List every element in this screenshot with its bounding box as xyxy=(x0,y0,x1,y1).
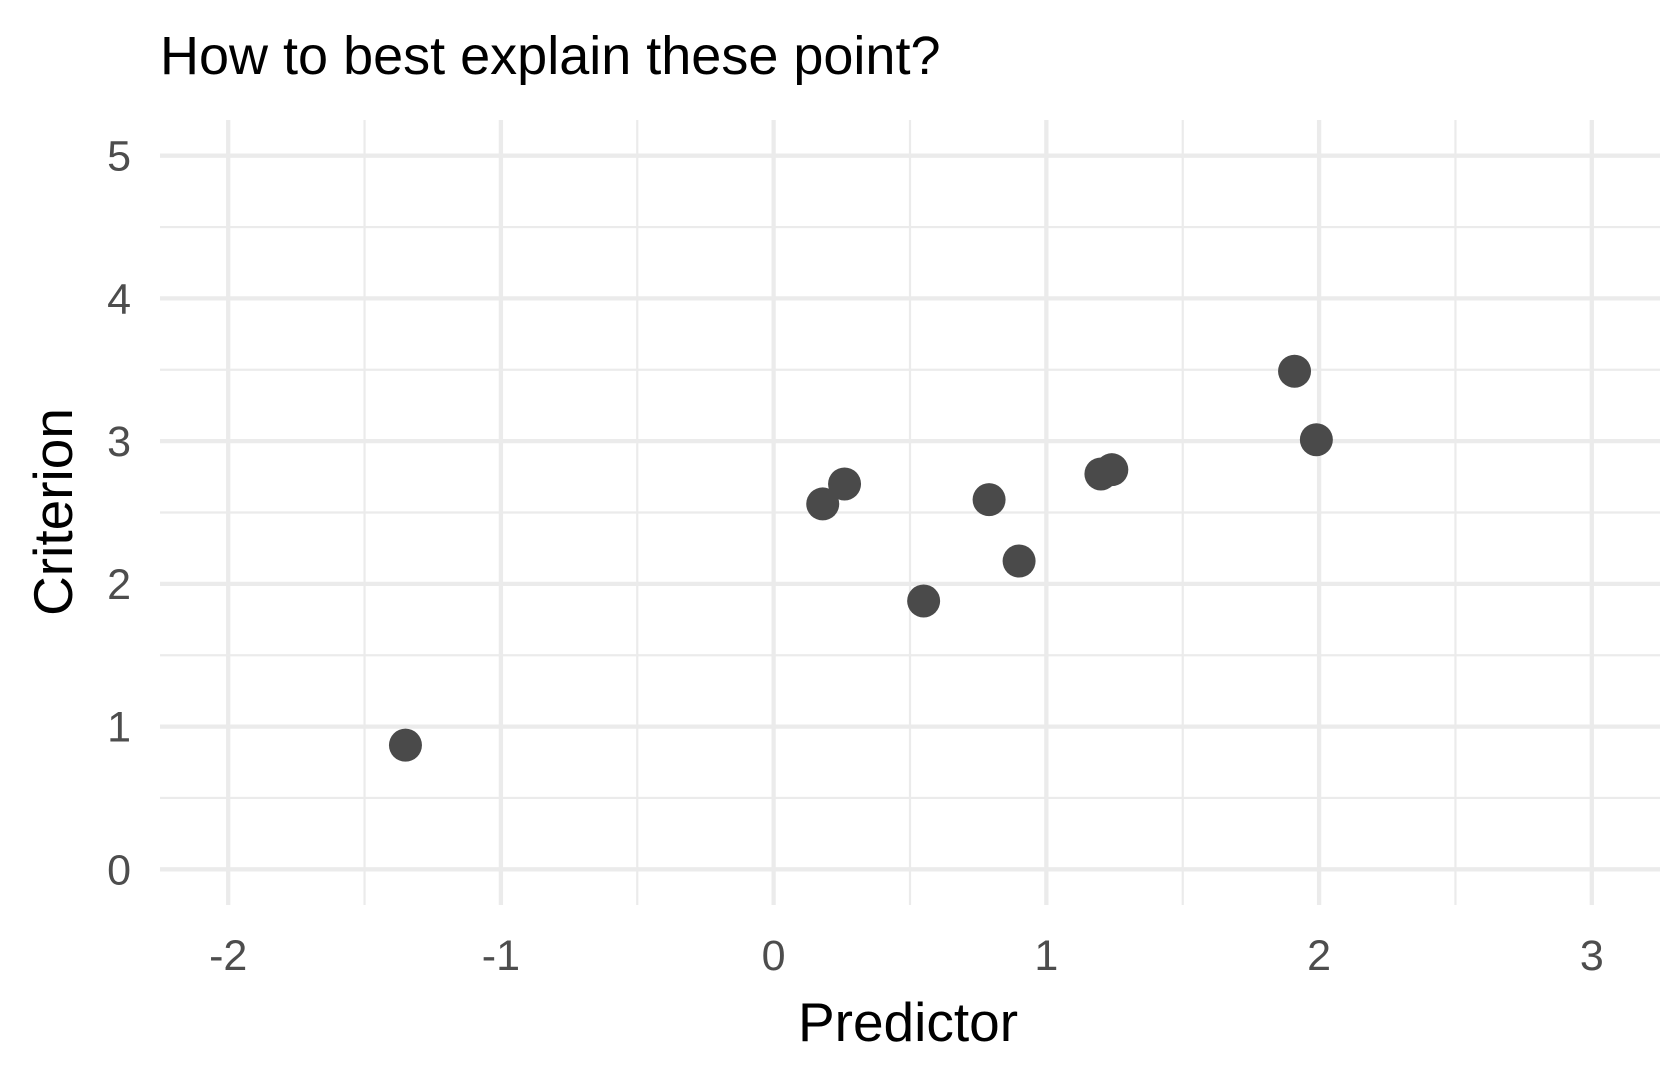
data-points xyxy=(388,354,1333,762)
y-axis-tick-labels: 0 1 2 3 4 5 xyxy=(107,133,131,895)
y-tick-label: 2 xyxy=(107,561,131,609)
data-point xyxy=(1002,544,1036,578)
data-point xyxy=(828,467,862,501)
major-gridlines xyxy=(160,120,1660,905)
data-point xyxy=(907,584,941,618)
data-point xyxy=(1278,354,1312,388)
x-axis-title: Predictor xyxy=(798,991,1018,1053)
y-tick-label: 3 xyxy=(107,418,131,466)
data-point xyxy=(1299,423,1333,457)
x-tick-label: 3 xyxy=(1580,932,1604,980)
data-point xyxy=(806,487,840,521)
data-point xyxy=(972,483,1006,517)
x-tick-label: 1 xyxy=(1034,932,1058,980)
y-tick-label: 1 xyxy=(107,704,131,752)
x-tick-label: 2 xyxy=(1307,932,1331,980)
data-point xyxy=(1095,453,1129,487)
x-tick-label: -2 xyxy=(209,932,247,980)
y-tick-label: 0 xyxy=(107,846,131,894)
chart-title: How to best explain these point? xyxy=(160,26,941,86)
x-tick-label: 0 xyxy=(762,932,786,980)
data-point xyxy=(388,728,422,762)
y-tick-label: 5 xyxy=(107,133,131,181)
minor-gridlines xyxy=(160,120,1660,905)
x-tick-label: -1 xyxy=(482,932,520,980)
y-axis-title: Criterion xyxy=(22,408,84,616)
y-tick-label: 4 xyxy=(107,275,131,323)
x-axis-tick-labels: -2 -1 0 1 2 3 xyxy=(209,932,1604,980)
